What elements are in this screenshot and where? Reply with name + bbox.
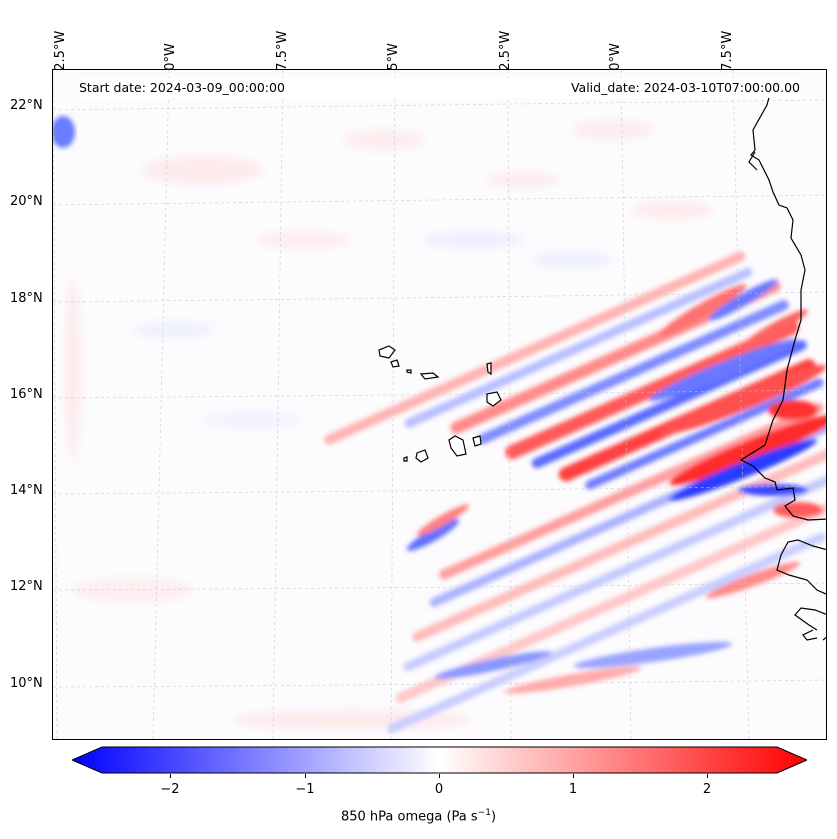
omega-field xyxy=(53,70,826,739)
lat-label-12n: 12°N xyxy=(10,579,43,594)
cb-tick-mark-neg2 xyxy=(170,774,171,778)
cb-tick-1: 1 xyxy=(568,782,578,797)
lat-label-20n: 20°N xyxy=(10,194,43,209)
colorbar-label-close: ) xyxy=(490,809,497,825)
map-panel[interactable]: Start date: 2024-03-09_00:00:00 Valid_da… xyxy=(52,69,827,740)
lat-label-14n: 14°N xyxy=(10,483,43,498)
cape-verde-islands xyxy=(378,345,502,463)
edge-blue-blob xyxy=(53,116,75,148)
colorbar-label-text: 850 hPa omega (Pa s xyxy=(340,809,478,825)
cb-tick-mark-neg1 xyxy=(305,774,306,778)
cb-tick-0: 0 xyxy=(434,782,444,797)
coastline-africa xyxy=(739,89,826,641)
start-date-label: Start date: 2024-03-09_00:00:00 xyxy=(79,78,289,98)
graticule xyxy=(53,70,826,739)
cb-tick-mark-2 xyxy=(707,774,708,778)
colorbar xyxy=(72,746,807,774)
lat-label-18n: 18°N xyxy=(10,291,43,306)
colorbar-label-exponent: −1 xyxy=(477,808,491,818)
cb-tick-mark-1 xyxy=(573,774,574,778)
lat-label-22n: 22°N xyxy=(10,98,43,113)
cb-tick-neg1: −1 xyxy=(295,782,315,797)
valid-date-label: Valid_date: 2024-03-10T07:00:00.00 xyxy=(566,78,800,98)
cb-tick-2: 2 xyxy=(702,782,712,797)
cb-tick-mark-0 xyxy=(439,774,440,778)
lat-label-10n: 10°N xyxy=(10,676,43,691)
cb-tick-neg2: −2 xyxy=(160,782,180,797)
coastline-nouadhibou xyxy=(748,151,758,171)
colorbar-label: 850 hPa omega (Pa s−1) xyxy=(0,808,837,824)
lat-label-16n: 16°N xyxy=(10,387,43,402)
wave-bands xyxy=(324,251,826,733)
